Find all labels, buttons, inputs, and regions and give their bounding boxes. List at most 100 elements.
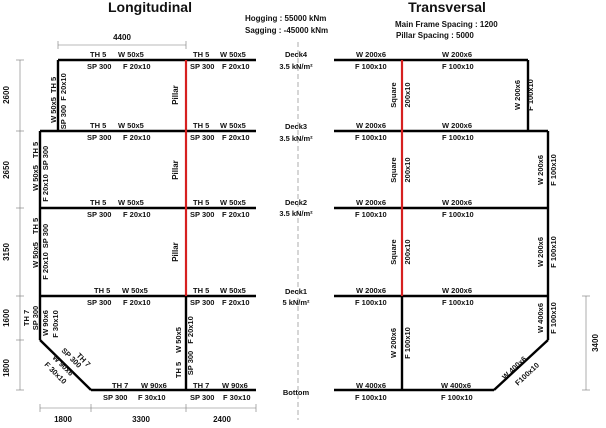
long-bottom-right-w: W 90x6 bbox=[222, 381, 248, 390]
long-bottom-right-f: F 30x10 bbox=[223, 393, 251, 402]
long-d1-left-w: W 50x5 bbox=[122, 286, 148, 295]
trans-d3-right-w: W 200x6 bbox=[442, 121, 472, 130]
long-d3-right-th: TH 5 bbox=[193, 121, 209, 130]
dim-left-bottom: 1800 bbox=[2, 359, 11, 377]
deck4-load: 3.5 kN/m² bbox=[279, 62, 313, 71]
trans-d3-left-w: W 200x6 bbox=[356, 121, 386, 130]
long-d3-left-w: W 50x5 bbox=[118, 121, 144, 130]
trans-center-f: F 100x10 bbox=[403, 327, 412, 359]
long-d2-left-sp: SP 300 bbox=[87, 210, 111, 219]
long-d2-wall-f: F 20x10 bbox=[41, 252, 50, 280]
long-d2-wall-th: TH 5 bbox=[31, 218, 40, 234]
bottom-name: Bottom bbox=[283, 388, 310, 397]
long-bottom-right-sp: SP 300 bbox=[190, 393, 214, 402]
long-side-f: F 30x10 bbox=[51, 310, 60, 338]
long-d1-left-sp: SP 300 bbox=[87, 298, 111, 307]
trans-side-d3-w: W 200x6 bbox=[536, 155, 545, 185]
long-d3-wall-f: F 20x10 bbox=[41, 174, 50, 202]
long-d2-wall-sp: SP 300 bbox=[41, 224, 50, 248]
long-d2-right-w: W 50x5 bbox=[220, 198, 246, 207]
hogging-label: Hogging : 55000 kNm bbox=[245, 14, 326, 23]
title-transversal: Transversal bbox=[408, 0, 486, 15]
long-d3-wall-w: W 50x5 bbox=[31, 165, 40, 191]
trans-side-d4-f: F 100x10 bbox=[526, 79, 535, 111]
long-bottom-left-th: TH 7 bbox=[112, 381, 128, 390]
trans-pillar2-square: Square bbox=[389, 157, 398, 182]
dim-bottom-1: 1800 bbox=[54, 415, 72, 424]
trans-d1-left-w: W 200x6 bbox=[356, 286, 386, 295]
long-bottom-right-th: TH 7 bbox=[193, 381, 209, 390]
deck3-name: Deck3 bbox=[285, 122, 307, 131]
long-bottom-left-w: W 90x6 bbox=[141, 381, 167, 390]
long-d3-right-w: W 50x5 bbox=[220, 121, 246, 130]
long-d3-wall-th: TH 5 bbox=[31, 142, 40, 158]
long-d4-right-th: TH 5 bbox=[193, 50, 209, 59]
long-bottom-left-f: F 30x10 bbox=[138, 393, 166, 402]
long-d3-left-th: TH 5 bbox=[90, 121, 106, 130]
long-d2-left-w: W 50x5 bbox=[118, 198, 144, 207]
long-d4-wall-w: W 50x5 bbox=[49, 97, 58, 123]
long-pillar-label-3: Pillar bbox=[171, 242, 180, 262]
deck2-load: 3.5 kN/m² bbox=[279, 209, 313, 218]
trans-pillar1-square: Square bbox=[389, 82, 398, 107]
long-d1-left-f: F 20x10 bbox=[123, 298, 151, 307]
long-d2-left-f: F 20x10 bbox=[123, 210, 151, 219]
main-frame-spacing-label: Main Frame Spacing : 1200 bbox=[395, 20, 498, 29]
dim-bottom-2: 3300 bbox=[132, 415, 150, 424]
dimension-lines bbox=[16, 41, 590, 412]
long-side-w: W 90x6 bbox=[41, 310, 50, 336]
dim-left-deck3: 2650 bbox=[2, 161, 11, 179]
long-d4-right-sp: SP 300 bbox=[190, 62, 214, 71]
longitudinal-structure bbox=[38, 58, 256, 392]
trans-pillar3-square: Square bbox=[389, 239, 398, 264]
trans-pillar1-size: 200x10 bbox=[403, 82, 412, 107]
long-d1-right-f: F 20x10 bbox=[222, 298, 250, 307]
trans-d2-right-w: W 200x6 bbox=[442, 198, 472, 207]
long-d2-right-th: TH 5 bbox=[193, 198, 209, 207]
long-d1-right-sp: SP 300 bbox=[190, 298, 214, 307]
long-d4-left-sp: SP 300 bbox=[87, 62, 111, 71]
deck4-name: Deck4 bbox=[285, 50, 308, 59]
long-pillar-label-1: Pillar bbox=[171, 85, 180, 105]
dim-left-deck4: 2600 bbox=[2, 86, 11, 104]
long-lower-bh-th: TH 5 bbox=[174, 362, 183, 378]
trans-d3-left-f: F 100x10 bbox=[355, 133, 387, 142]
deck2-name: Deck2 bbox=[285, 198, 307, 207]
sagging-label: Sagging : -45000 kNm bbox=[245, 26, 328, 35]
trans-d2-right-f: F 100x10 bbox=[442, 210, 474, 219]
title-longitudinal: Longitudinal bbox=[108, 0, 192, 15]
long-d4-left-f: F 20x10 bbox=[123, 62, 151, 71]
trans-side-d3-f: F 100x10 bbox=[549, 154, 558, 186]
trans-pillar3-size: 200x10 bbox=[403, 239, 412, 264]
trans-d1-left-f: F 100x10 bbox=[355, 298, 387, 307]
trans-d1-right-f: F 100x10 bbox=[442, 298, 474, 307]
long-side-th: TH 7 bbox=[22, 310, 31, 326]
long-d3-right-sp: SP 300 bbox=[190, 133, 214, 142]
long-d4-left-w: W 50x5 bbox=[118, 50, 144, 59]
trans-side-d2-f: F 100x10 bbox=[549, 236, 558, 268]
long-d3-wall-sp: SP 300 bbox=[41, 146, 50, 170]
trans-bottom-right-w: W 400x6 bbox=[441, 381, 471, 390]
deck1-name: Deck1 bbox=[285, 287, 307, 296]
dim-right-height: 3400 bbox=[591, 334, 600, 352]
trans-bottom-right-f: F 100x10 bbox=[441, 393, 473, 402]
long-d2-left-th: TH 5 bbox=[90, 198, 106, 207]
trans-d2-left-f: F 100x10 bbox=[355, 210, 387, 219]
long-d4-right-w: W 50x5 bbox=[220, 50, 246, 59]
trans-d1-right-w: W 200x6 bbox=[442, 286, 472, 295]
long-d1-right-th: TH 5 bbox=[193, 286, 209, 295]
long-d3-left-f: F 20x10 bbox=[123, 133, 151, 142]
trans-center-w: W 200x6 bbox=[389, 328, 398, 358]
long-bottom-left-sp: SP 300 bbox=[103, 393, 127, 402]
deck3-load: 3.5 kN/m² bbox=[279, 134, 313, 143]
trans-side-low-f: F 100x10 bbox=[549, 302, 558, 334]
dim-left-deck1: 1600 bbox=[2, 309, 11, 327]
trans-pillar2-size: 200x10 bbox=[403, 157, 412, 182]
trans-side-low-w: W 400x6 bbox=[536, 303, 545, 333]
transversal-structure bbox=[334, 58, 550, 392]
long-d4-right-f: F 20x10 bbox=[222, 62, 250, 71]
trans-side-d4-w: W 200x6 bbox=[513, 80, 522, 110]
long-lower-bh-f: F 20x10 bbox=[186, 316, 195, 344]
dim-left-deck2: 3150 bbox=[2, 243, 11, 261]
